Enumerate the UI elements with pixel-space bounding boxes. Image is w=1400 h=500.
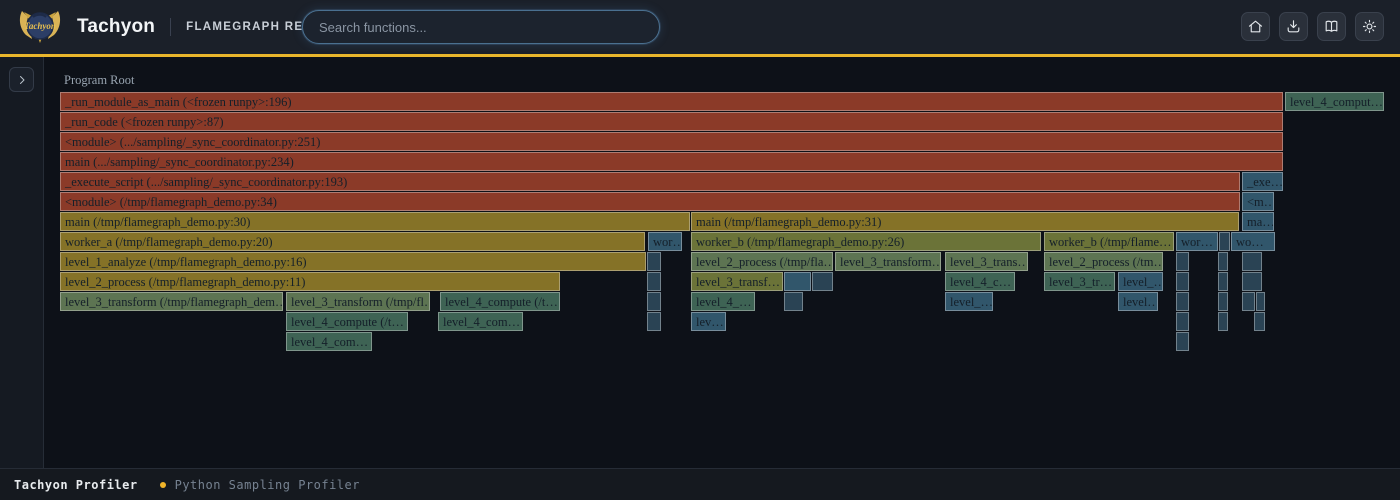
flame-frame[interactable]: wor…: [1176, 232, 1218, 251]
flame-frame[interactable]: level_4_…: [691, 292, 755, 311]
flamegraph-root-label: Program Root: [64, 73, 135, 87]
flame-frame[interactable]: level_3_tr…: [1044, 272, 1115, 291]
footer-app-name: Tachyon Profiler: [14, 477, 138, 492]
flame-frame[interactable]: <module> (/tmp/flamegraph_demo.py:34): [60, 192, 1240, 211]
flame-frame[interactable]: [647, 272, 661, 291]
flame-frame[interactable]: main (/tmp/flamegraph_demo.py:31): [691, 212, 1239, 231]
flame-frame[interactable]: level_4_comput…: [1285, 92, 1384, 111]
docs-button[interactable]: [1317, 12, 1346, 41]
flame-frame[interactable]: ma…: [1242, 212, 1274, 231]
flame-frame[interactable]: _exe…: [1242, 172, 1283, 191]
home-icon: [1248, 20, 1263, 33]
flame-frame[interactable]: <module> (.../sampling/_sync_coordinator…: [60, 132, 1283, 151]
svg-text:Tachyon: Tachyon: [24, 21, 56, 31]
flame-frame[interactable]: worker_b (/tmp/flamegraph_demo.py:26): [691, 232, 1041, 251]
flame-frame[interactable]: [647, 312, 661, 331]
header-actions: [1241, 12, 1384, 41]
main-area: Program Root _run_module_as_main (<froze…: [0, 57, 1400, 468]
flame-frame[interactable]: [1176, 332, 1189, 351]
flame-frame[interactable]: level_3_transf…: [691, 272, 783, 291]
theme-toggle-button[interactable]: [1355, 12, 1384, 41]
flame-frame[interactable]: [1218, 292, 1228, 311]
flame-frame[interactable]: [1219, 232, 1230, 251]
flame-frame[interactable]: level_3_trans…: [945, 252, 1028, 271]
flame-frame[interactable]: [1176, 272, 1189, 291]
download-button[interactable]: [1279, 12, 1308, 41]
flame-frame[interactable]: worker_a (/tmp/flamegraph_demo.py:20): [60, 232, 645, 251]
flame-frame[interactable]: _run_module_as_main (<frozen runpy>:196): [60, 92, 1283, 111]
sidebar: [0, 57, 44, 468]
flame-frame[interactable]: [1242, 252, 1262, 271]
report-type-label: FLAMEGRAPH REPORT: [186, 21, 341, 33]
flame-frame[interactable]: _run_code (<frozen runpy>:87): [60, 112, 1283, 131]
flame-frame[interactable]: wor…: [648, 232, 682, 251]
flame-frame[interactable]: wo…: [1231, 232, 1275, 251]
flame-frame[interactable]: [1218, 252, 1228, 271]
search-input[interactable]: [302, 10, 660, 44]
download-icon: [1287, 20, 1300, 33]
flame-frame[interactable]: level_4_compute (/t…: [440, 292, 560, 311]
flame-frame[interactable]: level_…: [945, 292, 993, 311]
flame-frame[interactable]: [1242, 292, 1255, 311]
flame-frame[interactable]: level_2_process (/tmp/flamegraph_demo.py…: [60, 272, 560, 291]
flame-frame[interactable]: [1176, 252, 1189, 271]
flame-frame[interactable]: [1242, 272, 1262, 291]
flame-frame[interactable]: level_2_process (/tm…: [1044, 252, 1163, 271]
header: Tachyon Tachyon FLAMEGRAPH REPORT: [0, 0, 1400, 57]
home-button[interactable]: [1241, 12, 1270, 41]
flame-frame[interactable]: _execute_script (.../sampling/_sync_coor…: [60, 172, 1240, 191]
flame-frame[interactable]: <m…: [1242, 192, 1274, 211]
flame-frame[interactable]: level_4_com…: [438, 312, 523, 331]
flame-frame[interactable]: [1254, 312, 1265, 331]
flame-frame[interactable]: [1218, 272, 1228, 291]
flame-frame[interactable]: main (.../sampling/_sync_coordinator.py:…: [60, 152, 1283, 171]
status-dot-icon: [159, 481, 166, 488]
flame-frame[interactable]: [1176, 312, 1189, 331]
flame-frame[interactable]: level_3_transform…: [835, 252, 941, 271]
flame-frame[interactable]: [784, 272, 811, 291]
flame-frame[interactable]: [812, 272, 833, 291]
flame-frame[interactable]: level_…: [1118, 272, 1163, 291]
flame-frame[interactable]: [647, 252, 661, 271]
header-divider: [170, 18, 172, 36]
app-logo: Tachyon: [16, 3, 64, 51]
flame-frame[interactable]: level_4_com…: [286, 332, 372, 351]
flame-frame[interactable]: level…: [1118, 292, 1158, 311]
eagle-logo-icon: Tachyon: [19, 11, 61, 43]
sidebar-expand-button[interactable]: [9, 67, 34, 92]
flame-frame[interactable]: [784, 292, 803, 311]
flame-frame[interactable]: [647, 292, 661, 311]
flame-frame[interactable]: [1176, 292, 1189, 311]
footer-description: Python Sampling Profiler: [174, 477, 360, 492]
flame-frame[interactable]: worker_b (/tmp/flame…: [1044, 232, 1174, 251]
status-bar: Tachyon Profiler Python Sampling Profile…: [0, 468, 1400, 500]
flame-frame[interactable]: [1218, 312, 1228, 331]
flame-frame[interactable]: level_4_c…: [945, 272, 1015, 291]
sun-icon: [1362, 19, 1377, 34]
book-icon: [1325, 20, 1338, 32]
flame-frame[interactable]: level_2_process (/tmp/fla…: [691, 252, 833, 271]
flame-frame[interactable]: level_3_transform (/tmp/fl…: [286, 292, 430, 311]
flame-frame[interactable]: main (/tmp/flamegraph_demo.py:30): [60, 212, 690, 231]
flamegraph-canvas: Program Root _run_module_as_main (<froze…: [44, 57, 1400, 468]
app-title: Tachyon: [77, 16, 156, 37]
flame-frame[interactable]: [1256, 292, 1265, 311]
flame-frame[interactable]: level_3_transform (/tmp/flamegraph_dem…: [60, 292, 283, 311]
flame-frame[interactable]: lev…: [691, 312, 726, 331]
chevron-right-icon: [19, 75, 24, 84]
flame-frame[interactable]: level_1_analyze (/tmp/flamegraph_demo.py…: [60, 252, 646, 271]
flame-frame[interactable]: level_4_compute (/t…: [286, 312, 408, 331]
